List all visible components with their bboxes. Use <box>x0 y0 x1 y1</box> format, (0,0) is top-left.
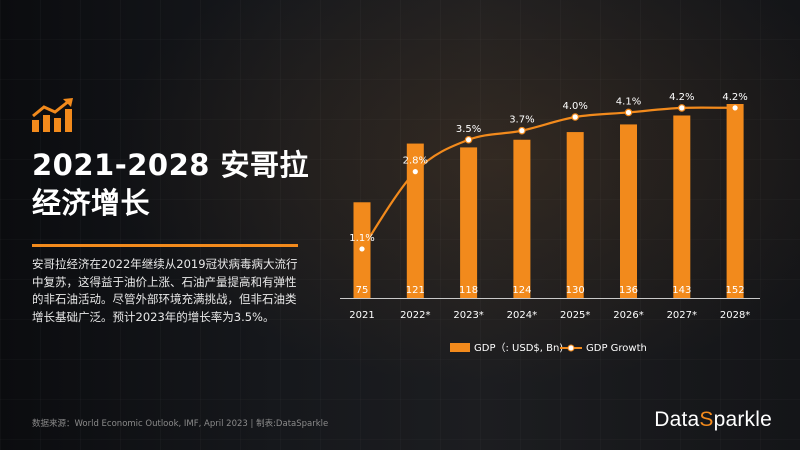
chart-growth-icon <box>32 98 73 132</box>
page-title: 2021-2028 安哥拉 经济增长 <box>32 146 332 222</box>
growth-point <box>358 245 366 253</box>
source-note: 数据来源：World Economic Outlook, IMF, April … <box>32 419 329 429</box>
gdp-bar <box>620 124 637 298</box>
x-tick-label: 2027* <box>667 310 697 321</box>
x-tick-label: 2023* <box>453 310 483 321</box>
growth-value-label: 4.1% <box>616 96 641 107</box>
growth-value-label: 4.2% <box>669 92 694 103</box>
gdp-bar <box>406 143 424 298</box>
growth-point <box>518 126 526 135</box>
brand-logo: DataSparkle <box>654 408 772 432</box>
gdp-bar <box>566 132 584 298</box>
gdp-bar <box>460 147 478 298</box>
x-tick-label: 2022* <box>400 310 430 321</box>
x-tick-label: 2024* <box>507 310 537 321</box>
gdp-bar <box>513 139 531 298</box>
legend-marker-growth <box>567 344 575 352</box>
growth-value-label: 3.7% <box>509 115 534 126</box>
title-line-1: 2021-2028 安哥拉 <box>32 148 310 182</box>
gdp-bar <box>673 115 691 298</box>
growth-value-label: 4.0% <box>562 101 587 112</box>
growth-point <box>731 104 739 112</box>
gdp-value-label: 152 <box>726 285 745 296</box>
title-line-2: 经济增长 <box>32 186 151 220</box>
brand-part-1: Data <box>654 408 700 431</box>
gdp-value-label: 136 <box>619 285 638 296</box>
brand-part-3: parkle <box>713 408 772 431</box>
growth-value-label: 3.5% <box>456 124 481 135</box>
gdp-value-label: 118 <box>459 285 478 296</box>
legend-label-gdp: GDP（: USD$, Bn) <box>474 342 563 354</box>
legend-label-growth: GDP Growth <box>586 343 647 354</box>
gdp-value-label: 130 <box>566 285 585 296</box>
growth-point <box>624 108 633 117</box>
growth-point <box>464 135 473 144</box>
gdp-value-label: 121 <box>406 285 425 296</box>
x-tick-label: 2025* <box>560 310 590 321</box>
x-tick-label: 2026* <box>613 310 643 321</box>
description-text: 安哥拉经济在2022年继续从2019冠状病毒病大流行中复苏，这得益于油价上涨、石… <box>32 257 298 324</box>
growth-point <box>677 104 686 112</box>
growth-point <box>571 113 580 121</box>
title-divider <box>32 244 298 247</box>
growth-value-label: 1.1% <box>349 233 374 244</box>
gdp-value-label: 75 <box>356 285 369 296</box>
brand-part-2: S <box>699 408 714 431</box>
gdp-value-label: 143 <box>672 285 691 296</box>
gdp-bar <box>726 104 744 298</box>
x-tick-label: 2021 <box>349 310 374 321</box>
legend-swatch-gdp <box>450 343 470 352</box>
x-tick-label: 2028* <box>720 310 750 321</box>
growth-value-label: 2.8% <box>403 156 428 167</box>
gdp-value-label: 124 <box>512 285 531 296</box>
growth-value-label: 4.2% <box>722 92 747 103</box>
growth-point <box>411 167 420 176</box>
